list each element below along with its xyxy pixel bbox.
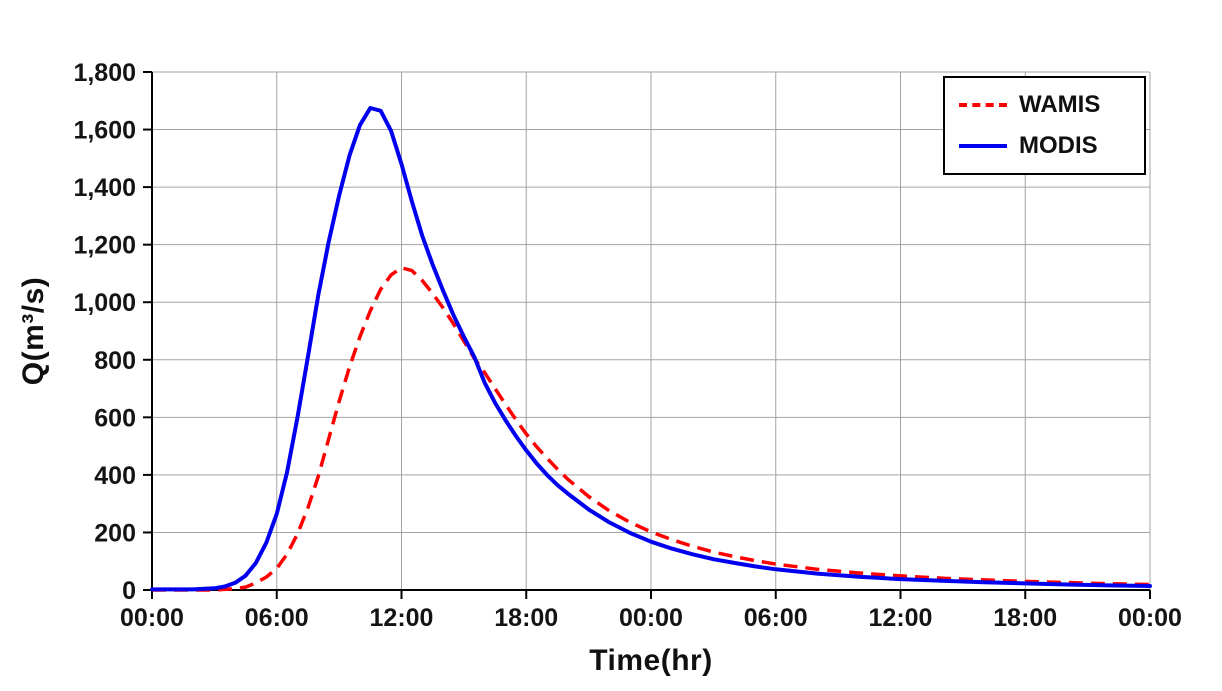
y-tick-label: 1,600 [73, 117, 136, 145]
x-tick-label: 18:00 [494, 604, 558, 632]
x-axis-title: Time(hr) [589, 644, 713, 677]
y-tick-label: 400 [94, 462, 136, 490]
legend-label-wamis: WAMIS [1019, 91, 1101, 118]
y-tick-label: 1,000 [73, 289, 136, 317]
y-tick-label: 1,200 [73, 232, 136, 260]
x-tick-label: 18:00 [993, 604, 1057, 632]
x-tick-label: 00:00 [1118, 604, 1182, 632]
y-tick-label: 600 [94, 404, 136, 432]
legend-item-modis: MODIS [959, 132, 1144, 160]
x-tick-label: 06:00 [744, 604, 808, 632]
x-tick-label: 12:00 [370, 604, 434, 632]
legend-label-modis: MODIS [1019, 132, 1098, 159]
y-tick-label: 1,800 [73, 59, 136, 87]
y-tick-label: 800 [94, 347, 136, 375]
y-tick-label: 200 [94, 519, 136, 547]
y-axis-title: Q(m³/s) [17, 276, 50, 386]
y-tick-label: 1,400 [73, 174, 136, 202]
legend: WAMIS MODIS [943, 76, 1146, 175]
legend-item-wamis: WAMIS [959, 91, 1144, 119]
x-tick-label: 00:00 [619, 604, 683, 632]
series-line-modis [150, 106, 1152, 592]
x-tick-label: 00:00 [120, 604, 184, 632]
wamis-dashed-line-sample [959, 103, 1007, 107]
x-tick-label: 06:00 [245, 604, 309, 632]
x-tick-label: 12:00 [869, 604, 933, 632]
y-tick-label: 0 [122, 577, 136, 605]
modis-solid-line-sample [959, 144, 1007, 148]
series-line-wamis [152, 265, 1151, 592]
